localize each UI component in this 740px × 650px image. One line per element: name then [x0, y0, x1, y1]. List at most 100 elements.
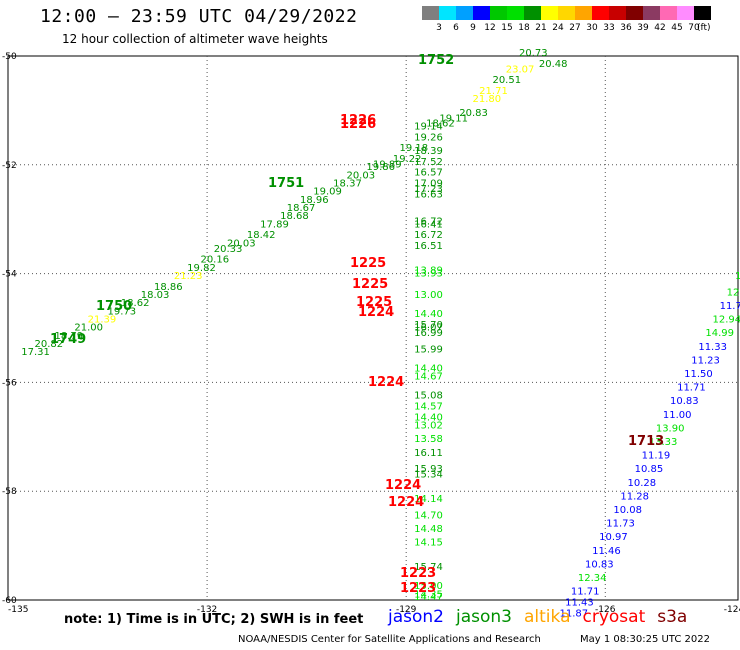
- scale-label: 6: [453, 23, 459, 33]
- scale-swatch: [456, 6, 473, 20]
- data-point-label: 12.94: [713, 315, 740, 326]
- timestamp: May 1 08:30:25 UTC 2022: [580, 634, 710, 645]
- data-point-label: 21.80: [473, 94, 502, 105]
- x-tick-label: -124: [724, 605, 740, 615]
- time-label: 1226: [340, 117, 376, 132]
- data-point-label: 19.86: [366, 162, 395, 173]
- data-point-label: 12: [727, 287, 740, 298]
- data-point-label: 11.28: [620, 491, 649, 502]
- data-point-label: 11.71: [677, 383, 706, 394]
- data-point-label: 14.14: [414, 494, 443, 505]
- satellite-altika: altika: [524, 607, 571, 627]
- data-point-label: 16.51: [414, 241, 443, 252]
- scale-swatch: [592, 6, 609, 20]
- data-point-label: 11.46: [592, 546, 621, 557]
- data-point-label: 19.22: [393, 154, 422, 165]
- data-point-label: 10.83: [670, 396, 699, 407]
- data-point-label: 17.31: [21, 347, 50, 358]
- data-point-label: 13.00: [414, 290, 443, 301]
- data-point-label: 15.93: [414, 464, 443, 475]
- scale-label: 15: [501, 23, 513, 33]
- data-point-label: 18.86: [154, 282, 183, 293]
- scale-label: 21: [535, 23, 547, 33]
- scale-label: 9: [470, 23, 476, 33]
- plot-frame: [7, 55, 739, 601]
- data-point-label: 11.00: [663, 410, 692, 421]
- data-point-label: 16.41: [414, 219, 443, 230]
- credit-text: NOAA/NESDIS Center for Satellite Applica…: [238, 634, 541, 645]
- scale-label: 70: [688, 23, 700, 33]
- data-point-label: 18.62: [121, 298, 150, 309]
- data-point-label: 15.74: [414, 562, 443, 573]
- time-label: 1226: [340, 113, 376, 128]
- scale-label: 33: [603, 23, 615, 33]
- x-tick-label: -129: [396, 605, 417, 615]
- data-point-label: 20.03: [346, 170, 375, 181]
- time-label: 1751: [268, 176, 304, 191]
- time-label: 1224: [358, 305, 394, 320]
- time-label: 1225: [352, 277, 388, 292]
- scale-swatch: [524, 6, 541, 20]
- data-point-label: 11.50: [684, 369, 713, 380]
- data-point-label: 10.85: [635, 464, 664, 475]
- data-point-label: 18.42: [247, 230, 276, 241]
- data-point-label: 16.63: [414, 189, 443, 200]
- data-point-label: 18.68: [280, 211, 309, 222]
- scale-label: 12: [484, 23, 496, 33]
- footer-note: note: 1) Time is in UTC; 2) SWH is in fe…: [64, 612, 364, 627]
- data-point-label: 23.07: [506, 64, 535, 75]
- satellite-jason2: jason2: [388, 607, 444, 627]
- data-point-label: 17.52: [414, 157, 443, 168]
- data-point-label: 16.07: [414, 323, 443, 334]
- y-tick-label: -50: [2, 52, 17, 62]
- data-point-label: 15.08: [414, 391, 443, 402]
- data-point-label: 21.71: [479, 86, 508, 97]
- data-point-label: 11.23: [691, 355, 720, 366]
- data-point-label: 11.73: [606, 519, 635, 530]
- data-point-label: 10.83: [585, 559, 614, 570]
- data-point-label: 10.97: [599, 532, 628, 543]
- data-point-label: 13.58: [414, 434, 443, 445]
- y-tick-label: -58: [2, 487, 17, 497]
- data-point-label: 14.47: [414, 592, 443, 603]
- scale-swatch: [473, 6, 490, 20]
- data-point-label: 20.48: [539, 59, 568, 70]
- data-point-label: 13.02: [414, 421, 443, 432]
- data-point-label: 19.09: [313, 187, 342, 198]
- data-point-label: 11.19: [642, 451, 671, 462]
- data-point-label: 19.73: [108, 306, 137, 317]
- time-label: 1749: [50, 332, 86, 347]
- data-point-label: 19.14: [414, 121, 443, 132]
- x-tick-label: -126: [595, 605, 616, 615]
- time-label: 1224: [388, 495, 424, 510]
- data-point-label: 21.00: [74, 323, 103, 334]
- data-point-label: 15.34: [414, 470, 443, 481]
- data-point-label: 13.90: [656, 423, 685, 434]
- data-point-label: 15.99: [414, 344, 443, 355]
- scale-swatch: [422, 6, 439, 20]
- scale-swatch: [677, 6, 694, 20]
- time-label: 1224: [368, 375, 404, 390]
- scale-unit: (ft): [697, 23, 711, 33]
- data-point-label: 18.62: [426, 119, 455, 130]
- scale-swatch: [507, 6, 524, 20]
- satellite-cryosat: cryosat: [582, 607, 646, 627]
- scale-swatch: [490, 6, 507, 20]
- data-point-label: 12.34: [578, 573, 607, 584]
- scale-swatch: [609, 6, 626, 20]
- data-point-label: 10.08: [613, 505, 642, 516]
- time-label: 1750: [96, 299, 132, 314]
- scale-label: 39: [637, 23, 649, 33]
- scale-label: 24: [552, 23, 564, 33]
- scale-swatch: [660, 6, 677, 20]
- scale-swatch: [439, 6, 456, 20]
- data-point-label: 13.89: [414, 266, 443, 277]
- scale-label: 18: [518, 23, 530, 33]
- scale-label: 36: [620, 23, 632, 33]
- data-point-label: 19.82: [187, 263, 216, 274]
- data-point-label: 20.73: [519, 48, 548, 59]
- scale-swatch: [643, 6, 660, 20]
- scale-swatch: [541, 6, 558, 20]
- time-label: 1225: [356, 295, 392, 310]
